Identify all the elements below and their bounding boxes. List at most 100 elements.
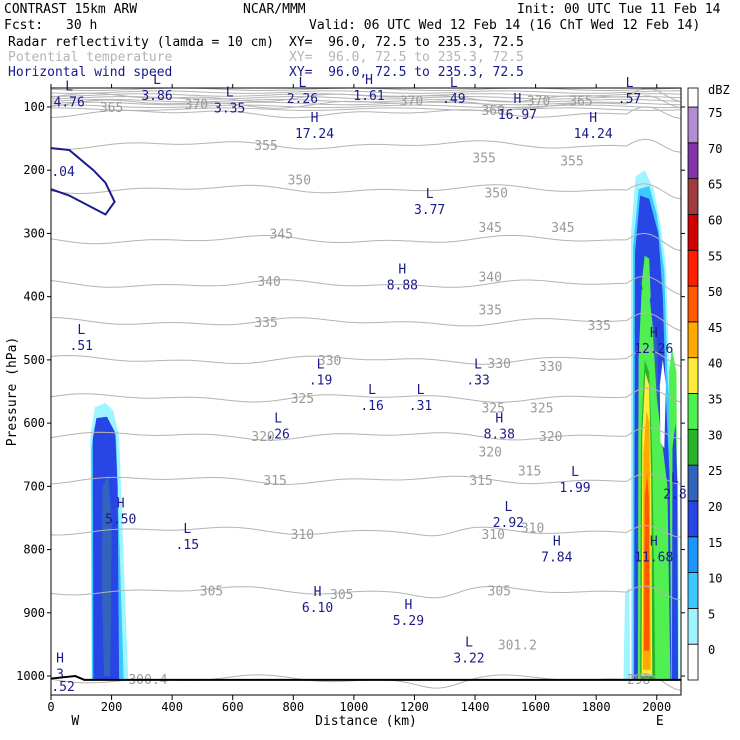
extremum-marker: H [117, 497, 125, 512]
theta-label: 355 [560, 155, 583, 170]
colorbar-swatch [687, 249, 699, 287]
x-tick-label: 1400 [461, 700, 490, 714]
y-tick-label: 500 [23, 353, 45, 367]
extremum-value: 4.76 [54, 95, 85, 110]
extremum-value: 3.86 [141, 89, 172, 104]
theta-label: 350 [484, 186, 507, 201]
extremum-marker: H [314, 585, 322, 600]
theta-label: 370 [185, 98, 208, 113]
extremum-marker: L [153, 73, 161, 88]
theta-label: 315 [518, 465, 541, 480]
x-tick-label: 200 [101, 700, 123, 714]
colorbar-label: 75 [708, 106, 722, 120]
theta-label: 310 [291, 528, 314, 543]
theta-contour-upper [51, 95, 681, 100]
x-axis-label: Distance (km) [315, 714, 417, 729]
theta-label: 325 [481, 401, 504, 416]
theta-contour-330 [51, 349, 681, 367]
extremum-value: 8.38 [484, 427, 515, 442]
colorbar-label: 50 [708, 285, 722, 299]
colorbar-swatch [687, 464, 699, 502]
extremum-value: .19 [309, 374, 332, 389]
x-tick-label: 600 [222, 700, 244, 714]
extremum-marker: H [589, 111, 597, 126]
extremum-marker: H [404, 598, 412, 613]
colorbar-unit: dBZ [708, 83, 730, 97]
extremum-value: .31 [409, 399, 432, 414]
extremum-marker: L [274, 411, 282, 426]
colorbar-swatch [687, 607, 699, 645]
y-tick-label: 600 [23, 416, 45, 430]
theta-label: 335 [587, 319, 610, 334]
x-tick-label: 1000 [339, 700, 368, 714]
theta-label: 320 [478, 446, 501, 461]
theta-label: 330 [539, 360, 562, 375]
extremum-value: 17.24 [295, 127, 334, 142]
extremum-value: 8.88 [387, 279, 418, 294]
theta-contour-325 [51, 387, 681, 403]
colorbar-swatch [687, 428, 699, 466]
extremum-value: 12.26 [634, 342, 673, 357]
theta-contour-340 [51, 275, 681, 296]
colorbar-swatch [687, 106, 699, 144]
theta-label: 335 [478, 303, 501, 318]
extremum-value: 3.22 [453, 652, 484, 667]
extremum-value: 2.92 [493, 516, 524, 531]
theta-contour-upper [51, 90, 681, 94]
theta-contour-315 [51, 472, 681, 485]
y-tick-label: 900 [23, 606, 45, 620]
theta-label: 340 [478, 270, 501, 285]
theta-label: 310 [481, 528, 504, 543]
extremum-value: .51 [70, 339, 93, 354]
y-tick-label: 200 [23, 163, 45, 177]
wind-contour [51, 147, 116, 216]
extremum-marker: H [553, 535, 561, 550]
extremum-value: .16 [360, 399, 383, 414]
field-wind-xy: XY= 96.0, 72.5 to 235.3, 72.5 [289, 65, 524, 80]
theta-label: 370 [400, 95, 423, 110]
extremum-value: 3 [56, 668, 64, 683]
extremum-value: 1.99 [559, 481, 590, 496]
colorbar-swatch [687, 393, 699, 430]
theta-contour-320 [51, 426, 681, 441]
colorbar-swatch [687, 643, 699, 681]
ground-line [50, 675, 681, 681]
colorbar-label: 70 [708, 142, 722, 156]
extremum-marker: L [426, 187, 434, 202]
extremum-marker: L [450, 76, 458, 91]
theta-label: 345 [269, 227, 292, 242]
colorbar-label: 5 [708, 607, 715, 621]
extremum-value: .26 [266, 427, 289, 442]
extremum-marker: L [77, 323, 85, 338]
theta-label: 355 [472, 152, 495, 167]
x-tick-label: 800 [282, 700, 304, 714]
extremum-marker: L [298, 76, 306, 91]
theta-label: 365 [100, 101, 123, 116]
colorbar-swatch [687, 357, 699, 394]
theta-label: 315 [263, 474, 286, 489]
field-wind-name: Horizontal wind speed [8, 65, 173, 80]
theta-label: 345 [551, 221, 574, 236]
plot-frame [50, 87, 682, 696]
extremum-value: .15 [176, 538, 199, 553]
extremum-value: 2.26 [287, 92, 318, 107]
theta-label: 301.2 [498, 638, 537, 653]
theta-label: 305 [330, 588, 353, 603]
y-axis-label: Pressure (hPa) [5, 337, 20, 447]
extremum-marker: L [417, 383, 425, 398]
radar-east-50dbz [644, 473, 650, 651]
extremum-value: 3.35 [214, 102, 245, 117]
extremum-value: 1.61 [353, 89, 384, 104]
extremum-marker: L [65, 79, 73, 94]
y-tick-label: 100 [23, 100, 45, 114]
theta-label: 370 [527, 95, 550, 110]
plot-area [51, 88, 681, 695]
x-tick-label: 1800 [582, 700, 611, 714]
extremum-value: .33 [466, 374, 489, 389]
colorbar-swatch [687, 142, 699, 180]
theta-contour-upper [51, 107, 681, 111]
radar-west-25dbz [101, 473, 112, 676]
extremum-value: 2.8 [663, 487, 686, 502]
colorbar-top-cap [687, 87, 699, 108]
